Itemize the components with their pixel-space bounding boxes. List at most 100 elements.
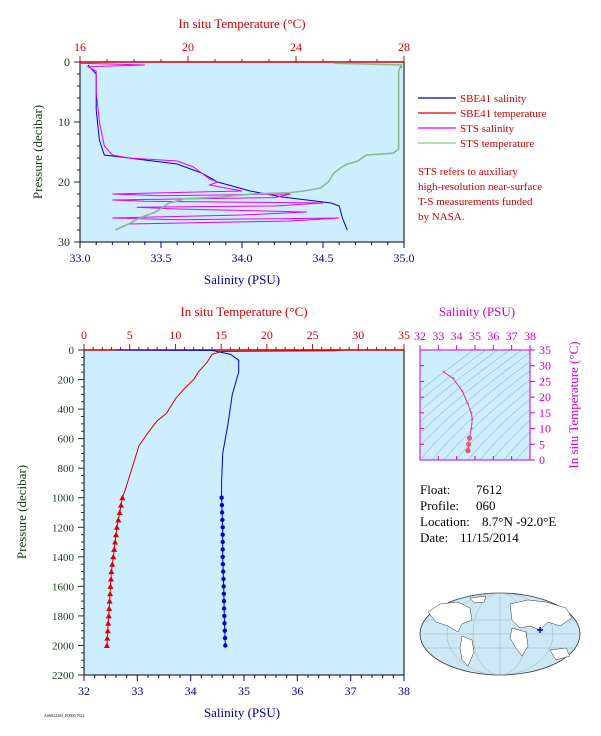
ts-sal-tick-label: 35 (469, 329, 481, 343)
ts-density-contour (467, 398, 530, 460)
top-sal-ticks: 33.0 33.5 34.0 34.5 35.0 (70, 242, 415, 265)
top-pres-tick-label: 0 (64, 55, 70, 69)
legend-label-sbe41-temperature: SBE41 temperature (460, 108, 547, 120)
ts-density-contour (420, 350, 475, 392)
float-info: Float: 7612 Profile: 060 Location: 8.7°N… (420, 482, 556, 545)
top-temp-tick-label: 20 (182, 40, 194, 54)
salinity-marker (220, 547, 225, 552)
bottom-pres-tick-label: 800 (58, 463, 75, 475)
salinity-marker (219, 502, 225, 508)
top-temp-tick-label: 16 (74, 40, 86, 54)
top-pres-tick-label: 30 (58, 235, 70, 249)
location-label: Location: (420, 514, 470, 529)
ts-density-contour (479, 409, 530, 460)
ts-sal-axis-title: Salinity (PSU) (439, 304, 515, 319)
ts-density-contour (420, 350, 487, 402)
float-label: Float: (420, 482, 450, 497)
legend-label-sts-temperature: STS temperature (460, 138, 534, 150)
ts-density-contour (503, 431, 530, 460)
temperature-marker (118, 502, 124, 508)
salinity-marker (221, 569, 226, 574)
bottom-chart: In situ Temperature (°C) 0 5 10 15 20 25 30 35 … (14, 304, 410, 720)
ts-temp-tick-label: 5 (539, 437, 545, 451)
salinity-marker (222, 635, 228, 641)
top-temp-tick-label: 28 (398, 40, 410, 54)
temperature-marker (103, 642, 110, 648)
salinity-marker (220, 525, 225, 530)
bottom-temp-tick-label: 35 (398, 328, 410, 342)
ts-temp-tick-label: 35 (539, 343, 551, 357)
temperature-marker (105, 620, 112, 626)
bottom-temp-tick-label: 30 (352, 328, 364, 342)
ts-point (466, 435, 473, 441)
salinity-marker (219, 510, 225, 515)
salinity-marker (221, 576, 226, 582)
sts-note-line-3: T-S measurements funded (418, 196, 533, 208)
world-map (419, 592, 581, 676)
bottom-temp-axis-title: In situ Temperature (°C) (180, 304, 307, 319)
ts-sal-tick-label: 33 (432, 329, 444, 343)
temperature-marker (106, 605, 113, 611)
top-pres-tick-label: 20 (58, 175, 70, 189)
temperature-marker (109, 561, 116, 567)
bottom-plot-area (83, 349, 405, 676)
top-plot-area (79, 61, 405, 243)
temperature-marker (110, 553, 117, 560)
legend-label-sbe41-salinity: SBE41 salinity (460, 93, 527, 105)
ts-point (451, 377, 455, 380)
bottom-sal-tick-label: 35 (238, 684, 250, 698)
temperature-marker (104, 627, 111, 634)
ts-density-contour (420, 350, 499, 412)
ts-sal-tick-label: 37 (506, 329, 518, 343)
salinity-marker (223, 643, 228, 648)
sbe41-salinity-line (87, 64, 348, 231)
salinity-marker (219, 495, 224, 500)
salinity-marker (221, 606, 227, 611)
salinity-marker (222, 613, 227, 619)
top-chart: In situ Temperature (°C) 16 20 24 28 33.0 33… (30, 16, 415, 287)
top-sal-tick-label: 35.0 (394, 251, 415, 265)
map-float-location-icon (537, 627, 543, 633)
float-value: 7612 (476, 482, 502, 497)
ts-point (470, 427, 473, 430)
temperature-marker (107, 590, 114, 597)
ts-curve (443, 371, 473, 451)
top-pres-ticks: 0 10 20 30 (58, 55, 80, 249)
temperature-marker (112, 539, 119, 545)
ts-sal-tick-label: 36 (487, 329, 499, 343)
top-sal-tick-label: 33.5 (151, 251, 172, 265)
ts-point (471, 417, 474, 421)
date-label: Date: (420, 530, 448, 545)
temperature-marker (107, 583, 114, 589)
sts-note-line-1: STS refers to auxiliary (418, 166, 518, 178)
top-series (79, 62, 403, 231)
top-pres-axis-title: Pressure (decibar) (30, 105, 45, 199)
bottom-pres-tick-label: 1800 (52, 611, 75, 623)
ts-temp-tick-label: 20 (539, 390, 551, 404)
salinity-marker (221, 584, 226, 589)
ts-density-contour (431, 370, 530, 460)
temperature-marker (104, 635, 111, 641)
bottom-pres-ticks: 0 200 400 600 800 1000 1200 1400 1600 1800 2000 220… (52, 345, 84, 682)
salinity-profile-line (115, 349, 240, 646)
temperature-marker (119, 494, 126, 501)
temperature-marker (106, 598, 113, 604)
top-temp-ticks: 16 20 24 28 (74, 40, 410, 62)
temperature-marker (108, 576, 114, 582)
ts-sal-tick-label: 32 (414, 329, 426, 343)
bottom-pres-tick-label: 1200 (52, 522, 75, 534)
bottom-temp-ticks: 0 5 10 15 20 25 30 35 (81, 328, 410, 350)
ts-density-contour (420, 352, 530, 447)
ts-temp-tick-label: 30 (539, 359, 551, 373)
location-value: 8.7°N -92.0°E (482, 514, 556, 529)
ts-diagram: Salinity (PSU) 32 33 34 35 36 37 38 0 510 15 20 25… (414, 304, 581, 469)
bottom-sal-tick-label: 37 (345, 684, 357, 698)
bottom-temp-tick-label: 10 (169, 328, 181, 342)
ts-sal-tick-label: 38 (524, 329, 536, 343)
sts-note-line-4: by NASA. (418, 211, 465, 223)
ts-sal-ticks: 32 33 34 35 36 37 38 (414, 329, 536, 460)
ts-temp-tick-label: 10 (539, 422, 551, 436)
top-sal-tick-label: 33.0 (70, 251, 91, 265)
